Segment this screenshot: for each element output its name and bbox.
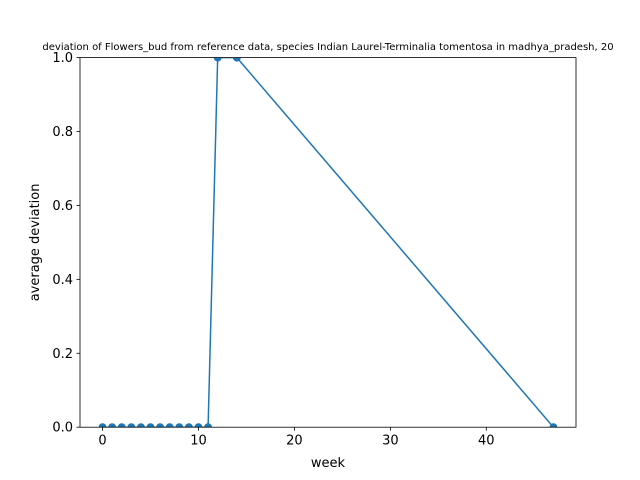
data-point: [117, 423, 126, 428]
data-point: [213, 57, 222, 62]
data-point: [98, 423, 107, 428]
y-axis-ticks: 0.0 0.2 0.4 0.6 0.8 1.0: [52, 51, 80, 436]
data-point: [175, 423, 184, 428]
y-tick-label: 0.6: [52, 199, 73, 214]
data-point: [108, 423, 117, 428]
x-axis-ticks: 0 10 20 30 40: [98, 427, 495, 449]
y-tick-label: 1.0: [52, 51, 73, 66]
x-tick-label: 10: [190, 434, 207, 449]
data-point: [184, 423, 193, 428]
y-tick-label: 0.8: [52, 125, 73, 140]
data-point: [194, 423, 203, 428]
data-point: [127, 423, 136, 428]
y-tick-label: 0.4: [52, 273, 73, 288]
series-layer: [98, 57, 558, 428]
data-point: [204, 423, 213, 428]
chart-title: deviation of Flowers_bud from reference …: [42, 42, 613, 53]
data-point: [232, 57, 241, 62]
data-point: [549, 423, 558, 428]
y-tick-label: 0.2: [52, 347, 73, 362]
y-axis-label: average deviation: [28, 184, 43, 302]
x-tick-label: 20: [286, 434, 303, 449]
series-line: [102, 57, 555, 428]
data-point: [165, 423, 174, 428]
data-point: [156, 423, 165, 428]
data-point: [136, 423, 145, 428]
data-point: [146, 423, 155, 428]
x-tick-label: 0: [98, 434, 106, 449]
y-tick-label: 0.0: [52, 421, 73, 436]
x-axis-label: week: [311, 456, 346, 471]
plot-area: [80, 57, 576, 428]
x-tick-label: 40: [478, 434, 495, 449]
x-tick-label: 30: [382, 434, 399, 449]
plot-frame: [79, 57, 577, 428]
